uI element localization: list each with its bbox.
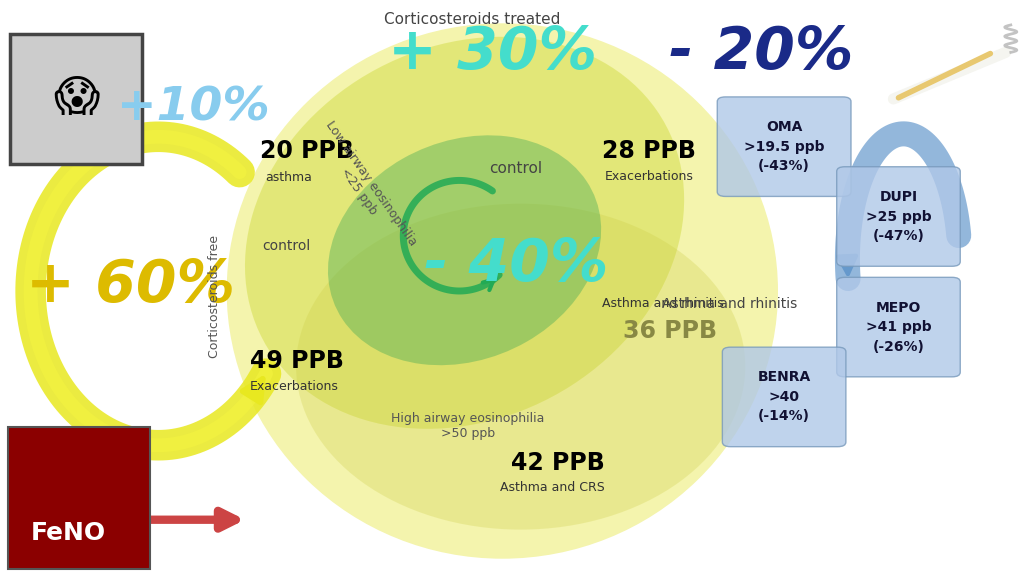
Ellipse shape [245, 37, 684, 429]
FancyBboxPatch shape [722, 347, 845, 447]
Text: control: control [261, 239, 310, 253]
Text: Corticosteroids treated: Corticosteroids treated [384, 12, 560, 27]
Text: 36 PPB: 36 PPB [623, 318, 717, 343]
Text: Asthma and rhinitis: Asthma and rhinitis [602, 297, 724, 310]
Ellipse shape [328, 136, 601, 365]
Text: 42 PPB: 42 PPB [510, 450, 604, 475]
Text: 28 PPB: 28 PPB [602, 139, 696, 164]
Text: 49 PPB: 49 PPB [250, 349, 344, 373]
Text: Exacerbations: Exacerbations [604, 171, 693, 183]
Text: OMA
>19.5 ppb
(-43%): OMA >19.5 ppb (-43%) [744, 120, 824, 173]
Text: + 30%: + 30% [388, 24, 597, 81]
Text: Low airway eosinophilia
<25 ppb: Low airway eosinophilia <25 ppb [310, 118, 419, 257]
Text: Asthma and rhinitis: Asthma and rhinitis [662, 297, 796, 311]
Text: + 60%: + 60% [26, 257, 235, 314]
FancyBboxPatch shape [717, 97, 852, 197]
FancyBboxPatch shape [836, 278, 960, 377]
Text: Asthma and CRS: Asthma and CRS [500, 481, 605, 494]
Text: Exacerbations: Exacerbations [250, 380, 339, 393]
FancyBboxPatch shape [836, 166, 960, 267]
Text: Corticosteroids free: Corticosteroids free [208, 235, 221, 359]
Text: MEPO
>41 ppb
(-26%): MEPO >41 ppb (-26%) [866, 300, 931, 354]
Ellipse shape [227, 23, 778, 559]
Text: - 40%: - 40% [424, 236, 609, 293]
Text: DUPI
>25 ppb
(-47%): DUPI >25 ppb (-47%) [866, 190, 931, 243]
Text: High airway eosinophilia
>50 ppb: High airway eosinophilia >50 ppb [391, 412, 544, 440]
Text: - 20%: - 20% [669, 24, 854, 81]
Text: FeNO: FeNO [31, 520, 105, 545]
Text: 😱: 😱 [53, 77, 99, 120]
FancyBboxPatch shape [8, 427, 150, 569]
Text: +10%: +10% [117, 85, 271, 130]
Text: BENRA
>40
(-14%): BENRA >40 (-14%) [758, 370, 811, 424]
Text: 20 PPB: 20 PPB [260, 139, 354, 164]
Ellipse shape [296, 204, 745, 530]
Text: control: control [489, 161, 542, 176]
FancyBboxPatch shape [10, 34, 142, 164]
Text: asthma: asthma [265, 171, 312, 184]
